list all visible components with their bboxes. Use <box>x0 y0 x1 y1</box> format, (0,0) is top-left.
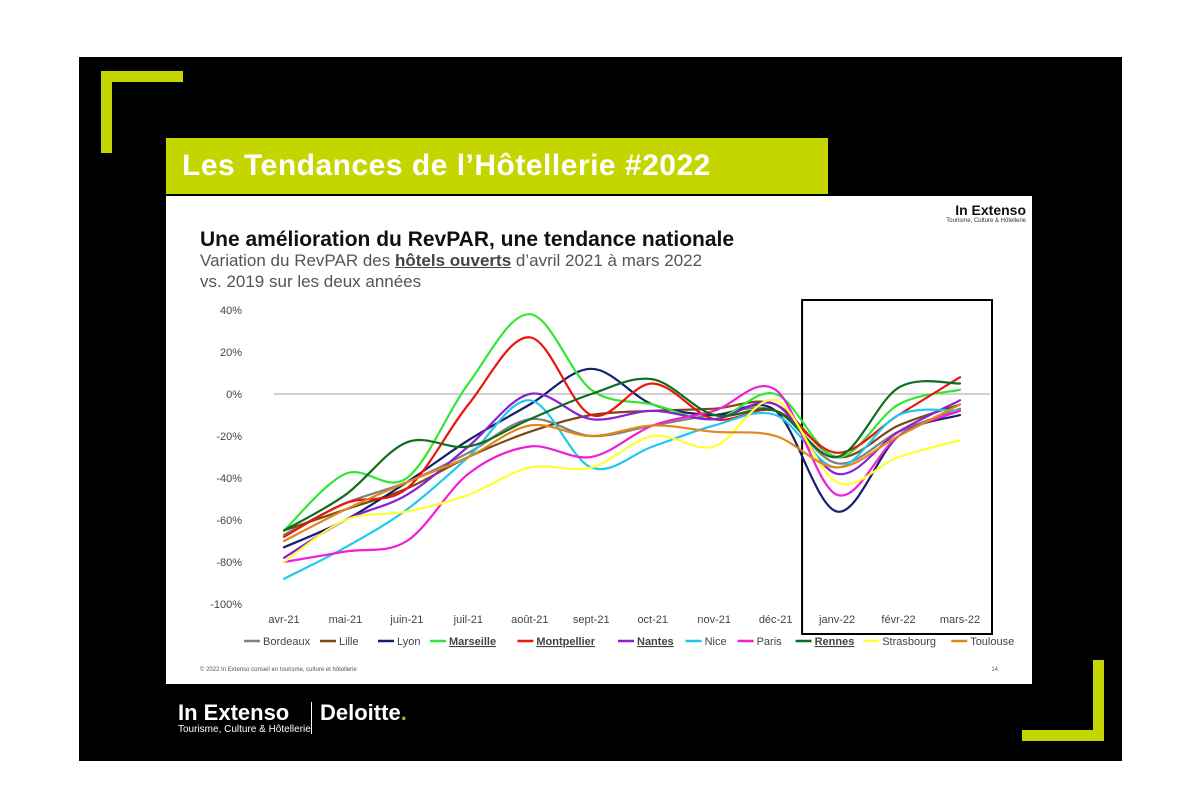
in-extenso-logo: In Extenso Tourisme, Culture & Hôtelleri… <box>178 700 311 735</box>
deloitte-logo-dot: . <box>400 700 407 725</box>
y-tick-label: -20% <box>216 431 242 443</box>
x-tick-label: avr-21 <box>268 614 299 626</box>
legend-label: Toulouse <box>970 636 1014 648</box>
legend-label: Lyon <box>397 636 420 648</box>
slide-logo-text: In Extenso <box>955 202 1026 218</box>
series-line-paris <box>282 384 962 564</box>
x-tick-label: janv-22 <box>818 614 855 626</box>
x-tick-label: févr-22 <box>881 614 915 626</box>
corner-bracket-bottom-right <box>1022 730 1104 741</box>
banner-title: Les Tendances de l’Hôtellerie #2022 <box>166 138 828 194</box>
x-tick-label: mars-22 <box>940 614 980 626</box>
series-line-nantes <box>282 392 962 559</box>
in-extenso-logo-text: In Extenso <box>178 700 290 725</box>
y-tick-label: 20% <box>220 347 242 359</box>
legend-label: Nantes <box>637 636 674 648</box>
x-tick-label: juin-21 <box>389 614 423 626</box>
subtitle-line2: vs. 2019 sur les deux années <box>200 272 422 291</box>
slide-logo: In Extenso Tourisme, Culture & Hôtelleri… <box>946 202 1026 224</box>
x-tick-label: août-21 <box>511 614 548 626</box>
x-tick-label: mai-21 <box>329 614 363 626</box>
series-line-rennes <box>282 377 962 532</box>
legend-label: Bordeaux <box>263 636 311 648</box>
legend-label: Lille <box>339 636 359 648</box>
x-tick-label: sept-21 <box>573 614 610 626</box>
legend-label: Montpellier <box>536 636 595 648</box>
deloitte-logo: Deloitte. <box>320 700 407 726</box>
series-line-lille <box>282 400 962 532</box>
deloitte-logo-text: Deloitte <box>320 700 401 725</box>
copyright-note: © 2022 In Extenso conseil en tourisme, c… <box>200 667 357 673</box>
series-line-bordeaux <box>282 406 962 536</box>
y-tick-label: -80% <box>216 557 242 569</box>
corner-bracket-top-left-vertical <box>101 71 112 153</box>
x-tick-label: déc-21 <box>759 614 793 626</box>
series-line-montpellier <box>282 336 962 538</box>
legend-label: Paris <box>757 636 783 648</box>
x-tick-label: juil-21 <box>453 614 483 626</box>
corner-bracket-top-left <box>101 71 183 82</box>
slide: In Extenso Tourisme, Culture & Hôtelleri… <box>166 196 1032 684</box>
series-line-strasbourg <box>282 398 962 564</box>
slide-title: Une amélioration du RevPAR, une tendance… <box>200 228 735 251</box>
subtitle-pre: Variation du RevPAR des <box>200 251 395 270</box>
series-line-toulouse <box>282 403 962 543</box>
y-tick-label: -60% <box>216 515 242 527</box>
slide-logo-subtext: Tourisme, Culture & Hôtellerie <box>946 218 1026 224</box>
x-tick-label: nov-21 <box>697 614 731 626</box>
in-extenso-logo-subtext: Tourisme, Culture & Hôtellerie <box>178 724 311 735</box>
x-tick-label: oct-21 <box>637 614 668 626</box>
logo-divider <box>311 702 312 734</box>
corner-bracket-bottom-right-vertical <box>1093 660 1104 741</box>
legend-label: Strasbourg <box>882 636 936 648</box>
legend-label: Rennes <box>815 636 855 648</box>
y-tick-label: -100% <box>210 599 242 611</box>
legend-label: Nice <box>705 636 727 648</box>
page-number: 14 <box>991 667 998 673</box>
subtitle-post: d’avril 2021 à mars 2022 <box>511 251 703 270</box>
revpar-line-chart: 40% 20% 0% -20% -40% -60% -80% -100% avr-21 mai-2… <box>210 299 1014 648</box>
y-tick-label: 0% <box>226 389 242 401</box>
subtitle-bold: hôtels ouverts <box>394 251 512 270</box>
y-tick-label: -40% <box>216 473 242 485</box>
slide-subtitle: Variation du RevPAR des hôtels ouverts d… <box>200 250 840 292</box>
highlight-box <box>801 299 993 635</box>
y-tick-label: 40% <box>220 305 242 317</box>
legend-label: Marseille <box>449 636 496 648</box>
